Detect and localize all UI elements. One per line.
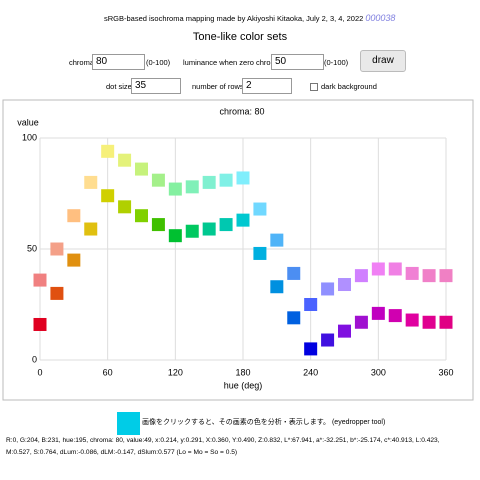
y-tick-label: 0 <box>32 354 37 364</box>
color-dot <box>354 315 368 329</box>
color-dot <box>321 282 335 296</box>
link[interactable]: 000038 <box>365 13 396 23</box>
color-dot <box>253 202 267 216</box>
color-dot <box>84 222 98 236</box>
y-tick-label: 100 <box>22 132 37 142</box>
color-dot <box>388 309 402 323</box>
label: dark background <box>321 82 377 91</box>
dot-size-input[interactable]: 35 <box>131 78 181 94</box>
label: chroma <box>69 58 95 67</box>
color-dot <box>135 209 148 223</box>
color-dot <box>185 224 199 238</box>
color-dot <box>202 222 216 236</box>
color-dot <box>202 175 216 189</box>
color-dot <box>33 273 47 287</box>
draw-button[interactable]: draw <box>360 50 406 72</box>
color-dot <box>422 269 436 283</box>
color-dot <box>439 269 453 283</box>
color-dot <box>253 246 267 260</box>
color-dot <box>354 269 368 283</box>
label: luminance when zero chroma <box>183 58 281 67</box>
color-dot <box>168 182 182 196</box>
color-dot <box>338 278 351 292</box>
color-dot <box>118 153 132 167</box>
color-dot <box>33 317 47 331</box>
rows-input[interactable]: 2 <box>242 78 292 94</box>
info: M:0.527, S:0.764, dLum:-0.086, dLM:-0.14… <box>6 449 238 456</box>
color-dot <box>422 315 436 329</box>
label: number of rows <box>192 82 244 91</box>
color-dot <box>321 333 335 347</box>
color-dot <box>287 266 301 280</box>
color-dot <box>50 242 64 256</box>
x-tick-label: 120 <box>168 367 183 377</box>
info: R:0, G:204, B:231, hue:195, chroma: 80, … <box>6 437 440 444</box>
checkbox[interactable] <box>310 83 318 91</box>
color-dot <box>67 253 81 267</box>
color-dot <box>405 266 419 280</box>
color-dot <box>270 233 284 247</box>
chart-title: chroma: 80 <box>219 106 264 116</box>
color-dot <box>287 311 301 325</box>
color-dot <box>371 262 385 276</box>
label: dot size <box>106 82 132 91</box>
color-dot <box>338 324 351 338</box>
color-dot <box>151 218 165 232</box>
color-dot <box>236 171 250 185</box>
x-tick-label: 0 <box>37 367 42 377</box>
x-tick-label: 240 <box>303 367 318 377</box>
color-dot <box>236 213 250 227</box>
color-dot <box>118 200 132 214</box>
credit: sRGB-based isochroma mapping made by Aki… <box>104 13 395 23</box>
color-dot <box>405 313 419 327</box>
y-axis-label: value <box>17 117 39 127</box>
hint: 画像をクリックすると、その画素の色を分析・表示します。 (eyedropper … <box>142 419 386 426</box>
color-swatch <box>117 412 140 435</box>
color-dot <box>219 173 233 187</box>
color-dot <box>101 189 115 203</box>
title: Tone-like color sets <box>192 31 288 43</box>
luminance-input[interactable]: 50 <box>271 54 324 70</box>
x-tick-label: 180 <box>235 367 250 377</box>
credit-text: sRGB-based isochroma mapping made by Aki… <box>104 14 364 23</box>
color-dot <box>439 315 453 329</box>
color-dot <box>270 280 284 294</box>
label: (0-100) <box>324 58 349 67</box>
color-dot <box>101 144 115 158</box>
color-dot <box>67 209 81 223</box>
color-dot <box>371 306 385 320</box>
color-dot <box>84 175 98 189</box>
color-dot <box>388 262 402 276</box>
x-tick-label: 300 <box>371 367 386 377</box>
chart-frame <box>2 99 474 401</box>
color-dot <box>185 180 199 194</box>
color-dot <box>135 162 148 176</box>
y-tick-label: 50 <box>27 243 37 253</box>
x-tick-label: 360 <box>438 367 453 377</box>
x-axis-label: hue (deg) <box>224 380 263 390</box>
x-tick-label: 60 <box>103 367 113 377</box>
color-dot <box>304 342 318 356</box>
color-dot <box>151 173 165 187</box>
color-dot <box>50 286 64 300</box>
color-dot <box>304 298 318 311</box>
label: (0-100) <box>146 58 171 67</box>
color-dot <box>168 229 182 243</box>
color-dot <box>219 218 233 232</box>
chroma-input[interactable]: 80 <box>92 54 145 70</box>
